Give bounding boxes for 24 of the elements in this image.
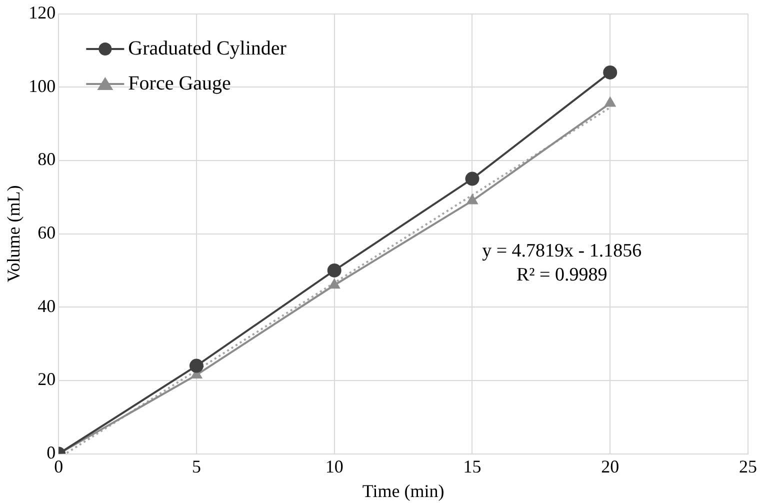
point <box>466 194 478 204</box>
x-tick-label: 10 <box>325 456 344 476</box>
y-tick-label: 80 <box>38 149 56 170</box>
x-axis-title: Time (min) <box>362 480 444 501</box>
point <box>465 172 480 186</box>
point <box>604 96 616 107</box>
annotation: y = 4.7819x - 1.1856 <box>482 240 642 262</box>
x-tick-label: 20 <box>601 456 620 476</box>
y-axis-title: Volume (mL) <box>4 185 24 282</box>
y-tick-label: 60 <box>38 222 56 243</box>
y-tick-label: 120 <box>28 2 56 23</box>
x-tick-label: 25 <box>739 456 757 476</box>
point <box>603 65 618 80</box>
annotation: R² = 0.9989 <box>516 264 608 286</box>
point <box>328 278 340 289</box>
x-tick-label: 5 <box>192 456 201 476</box>
x-tick-label: 15 <box>463 456 482 476</box>
y-tick-label: 0 <box>46 442 56 463</box>
y-tick-label: 20 <box>38 369 56 390</box>
legend-label: Force Gauge <box>128 72 232 94</box>
point <box>327 263 342 278</box>
legend-label: Graduated Cylinder <box>128 37 287 60</box>
y-tick-label: 40 <box>38 296 56 316</box>
y-tick-label: 100 <box>28 76 56 96</box>
